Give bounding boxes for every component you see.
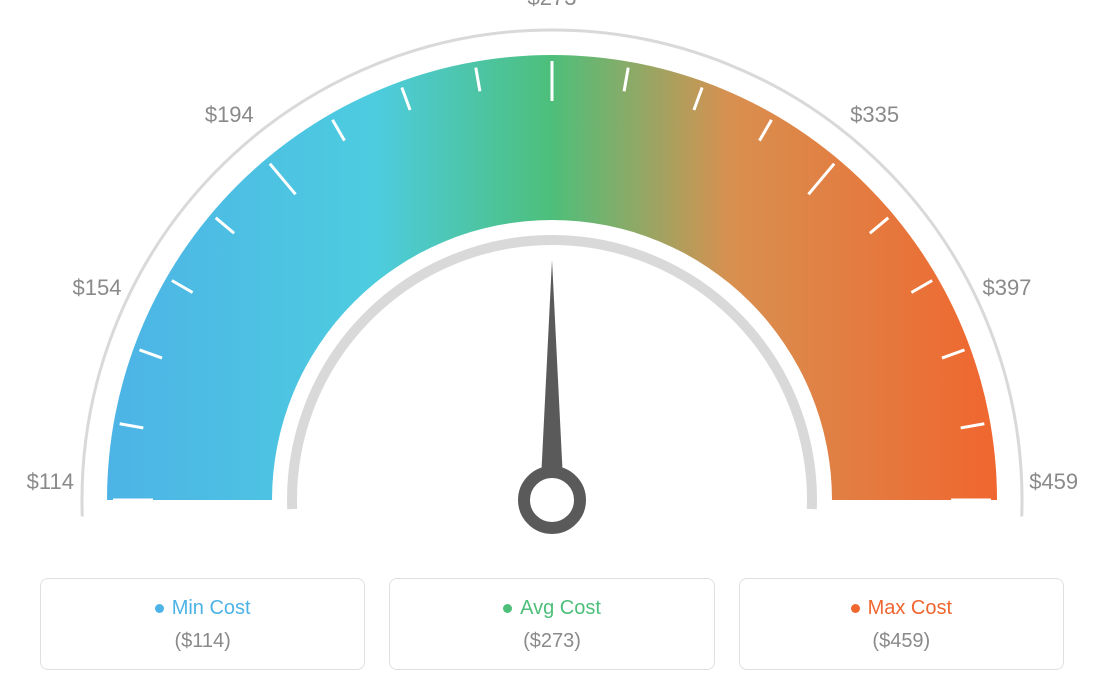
gauge-tick-label: $273	[528, 0, 577, 11]
gauge-tick-label: $194	[205, 102, 254, 128]
legend-label-avg: Avg Cost	[520, 597, 601, 620]
legend-row: Min Cost ($114) Avg Cost ($273) Max Cost…	[40, 578, 1064, 670]
legend-value-min: ($114)	[53, 630, 352, 653]
legend-dot-max	[851, 604, 860, 613]
legend-value-max: ($459)	[752, 630, 1051, 653]
legend-card-max: Max Cost ($459)	[739, 578, 1064, 670]
legend-label-min: Min Cost	[172, 597, 251, 620]
legend-card-avg: Avg Cost ($273)	[389, 578, 714, 670]
legend-dot-avg	[503, 604, 512, 613]
legend-dot-min	[155, 604, 164, 613]
gauge-tick-label: $154	[73, 275, 122, 301]
legend-title-max: Max Cost	[851, 597, 952, 620]
gauge-chart: $114 $154 $194 $273 $335 $397 $459	[0, 0, 1104, 560]
legend-title-min: Min Cost	[155, 597, 251, 620]
gauge-tick-label: $459	[1029, 469, 1078, 495]
legend-title-avg: Avg Cost	[503, 597, 601, 620]
gauge-tick-label: $114	[27, 469, 74, 495]
legend-label-max: Max Cost	[868, 597, 952, 620]
gauge-svg	[0, 0, 1104, 560]
legend-card-min: Min Cost ($114)	[40, 578, 365, 670]
gauge-tick-label: $397	[982, 275, 1031, 301]
gauge-tick-label: $335	[850, 102, 899, 128]
legend-value-avg: ($273)	[402, 630, 701, 653]
